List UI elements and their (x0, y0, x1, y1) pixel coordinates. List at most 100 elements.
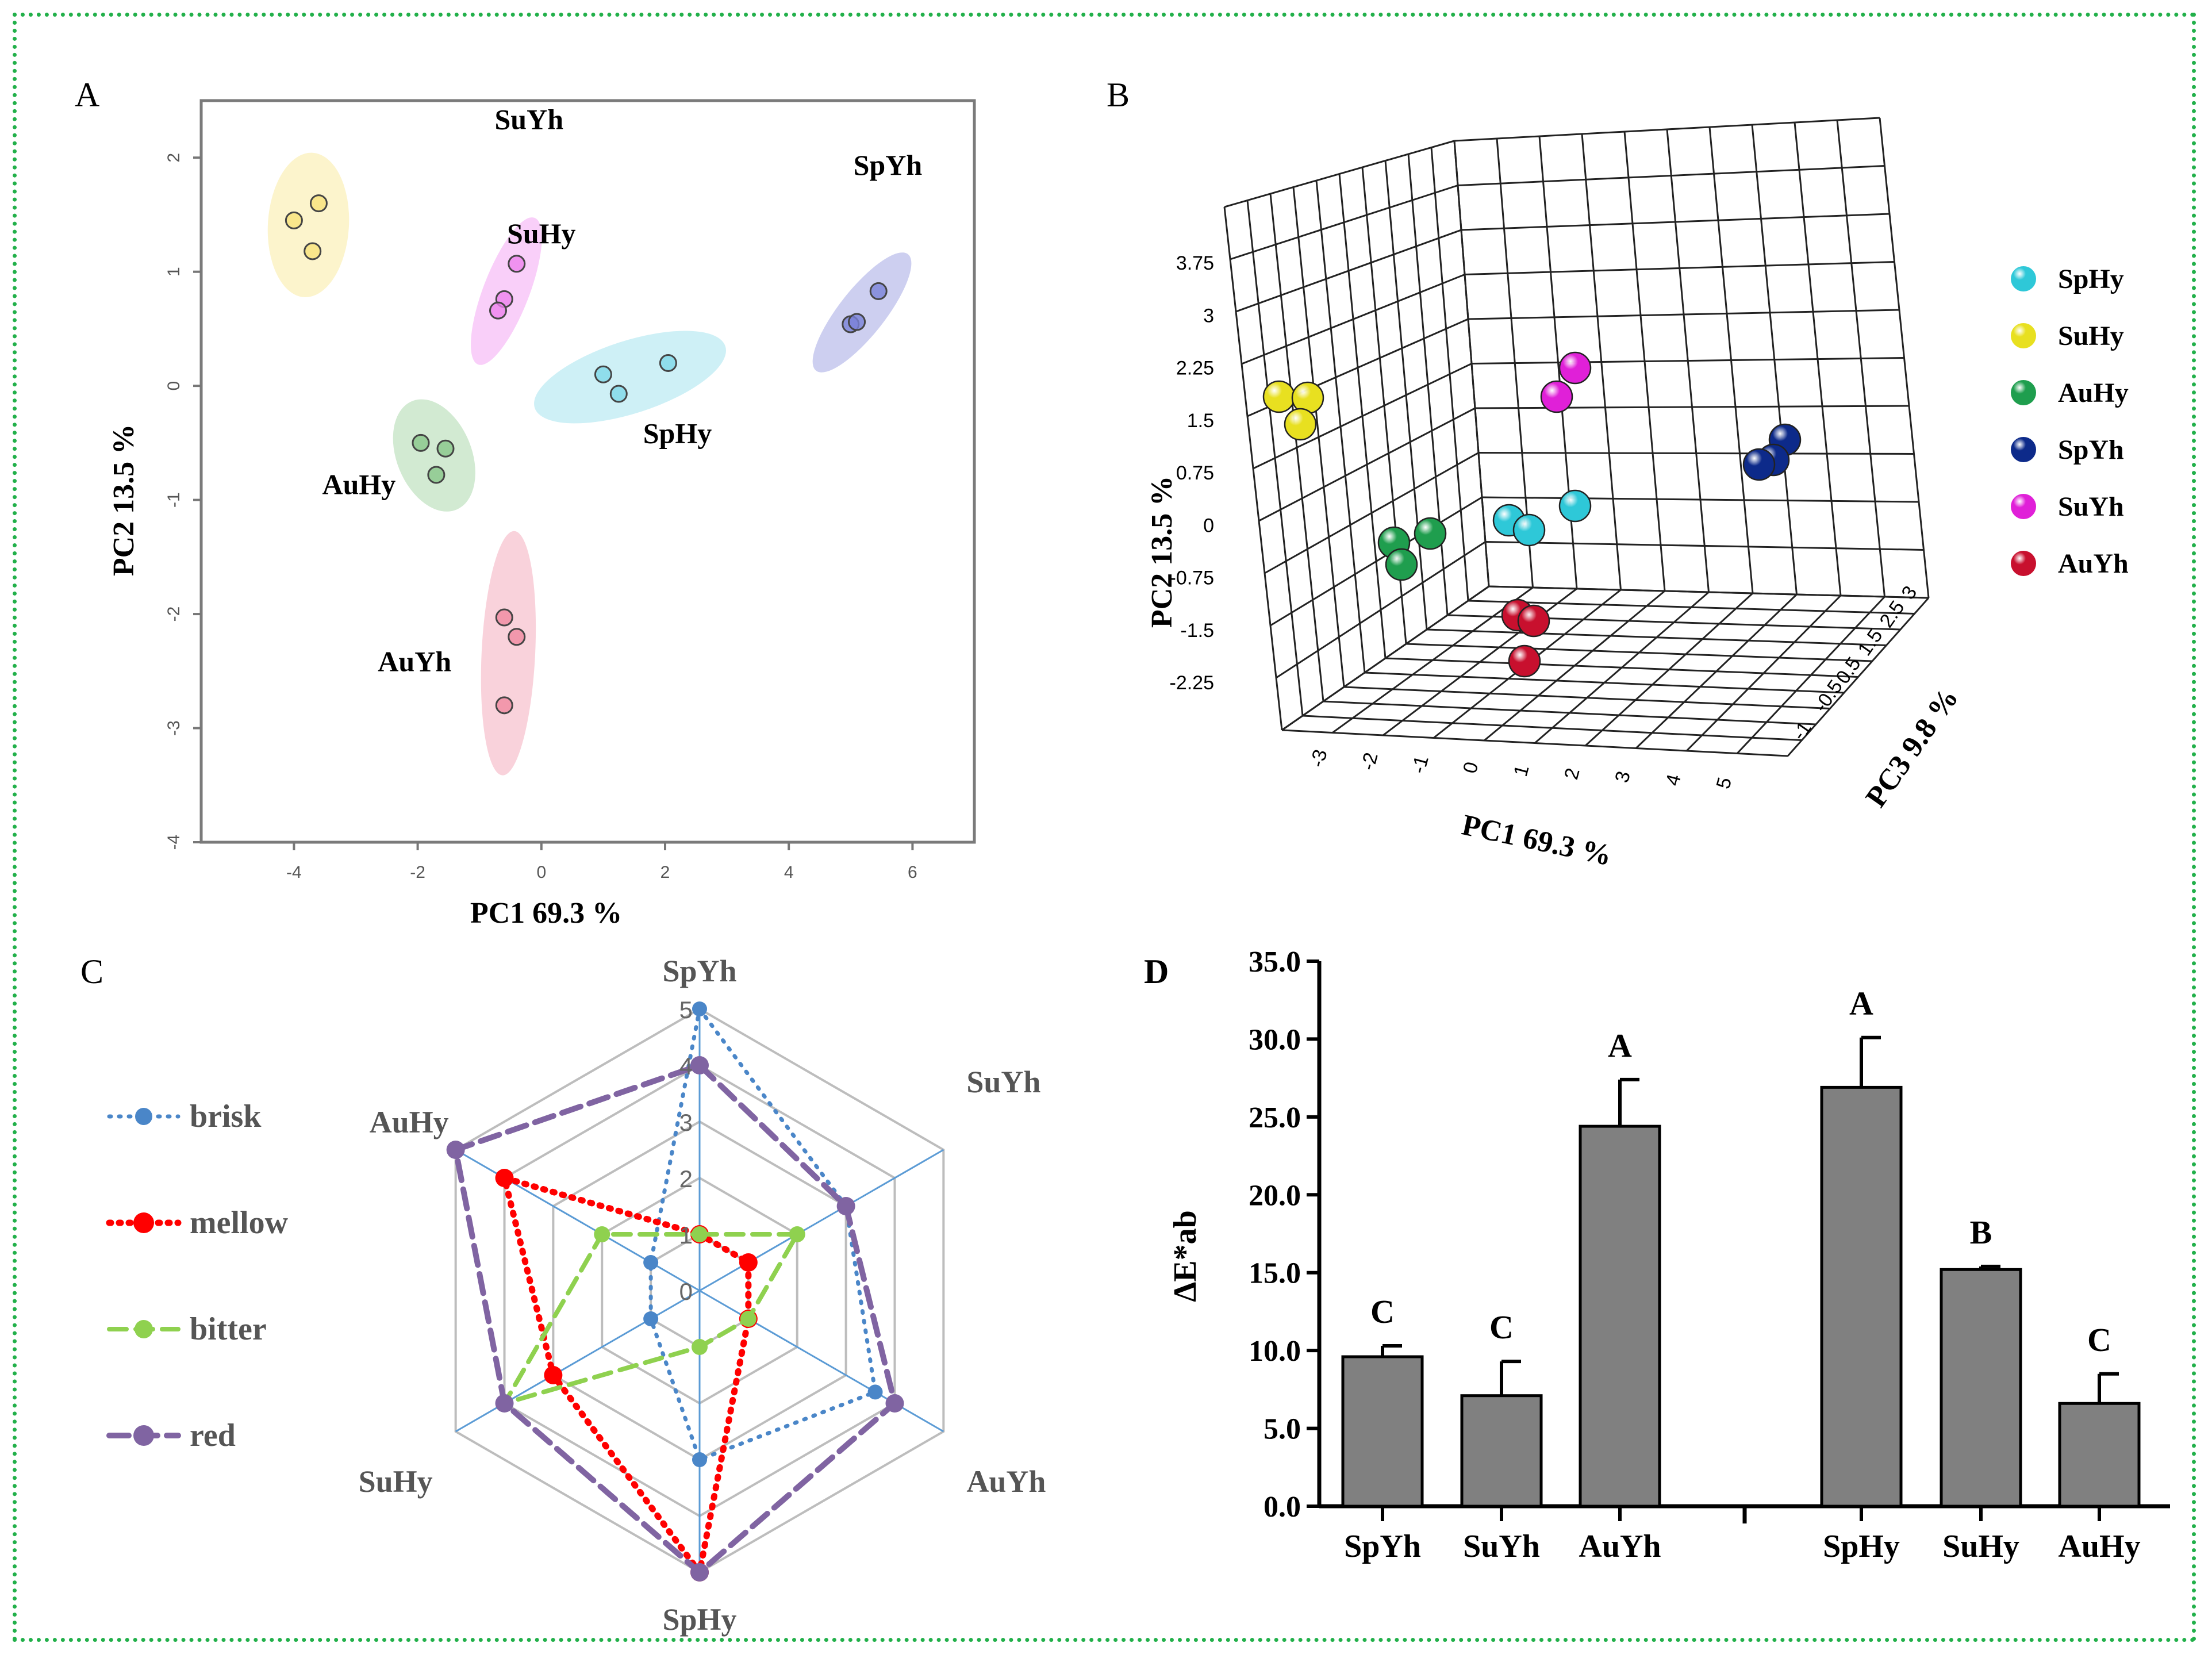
panel-b-point-spyh (1742, 448, 1776, 481)
panel-c-point-red (836, 1197, 855, 1215)
panel-a-point-suyh (508, 255, 526, 273)
panel-d-bar-auyh (1579, 1124, 1661, 1508)
panel-a-x-tick-label: 2 (660, 863, 670, 882)
panel-b-y-axis-label: PC2 13.5 % (1146, 476, 1178, 628)
panel-a-group-ellipse-suhy (267, 152, 350, 297)
panel-c-axis-label: SpHy (662, 1602, 736, 1637)
panel-b-grid-line (1478, 452, 1914, 455)
panel-d-category-label: SpHy (1823, 1529, 1900, 1564)
panel-c-legend-label: brisk (190, 1099, 262, 1134)
panel-d-y-tick-label: 35.0 (1249, 946, 1301, 978)
panel-b-legend-label: SpHy (2058, 264, 2124, 294)
panel-c-letter: C (80, 953, 103, 991)
panel-a: A -4 -2 0 2 4 6 2 1 0 -1 -2 -3 -4 SuHy SuYh SpYh SpHy Au… (75, 76, 976, 930)
panel-c-point-brisk (867, 1384, 883, 1400)
panel-c-radial-tick-label: 4 (679, 1053, 693, 1080)
panel-c-point-brisk (643, 1255, 659, 1270)
panel-a-point-auyh (495, 696, 513, 715)
panel-c-axis-label: SuYh (966, 1065, 1040, 1099)
panel-a-point-suhy (304, 242, 322, 260)
panel-b-grid-line (1685, 594, 1842, 752)
panel-b-letter: B (1107, 76, 1130, 114)
panel-b-x-tick-label: -2 (1357, 750, 1382, 773)
panel-b-grid-line (1736, 596, 1885, 754)
panel-d-significance-letter: C (1489, 1308, 1514, 1346)
panel-c-radial-tick-label: 0 (679, 1278, 693, 1305)
panel-a-y-tick-label: -4 (164, 835, 183, 850)
panel-d-bar-suyh (1460, 1394, 1543, 1508)
panel-a-point-suhy (285, 211, 303, 229)
panel-c-spoke (455, 1149, 700, 1292)
panel-b-x-tick-label: 1 (1510, 763, 1534, 779)
panel-c-point-red (495, 1394, 514, 1413)
panel-c: C SpYh SuYh AuYh SpHy SuHy AuHy 0 1 2 3 4 5 brisk m… (80, 953, 1046, 1637)
panel-b-y-tick-label: -0.75 (1170, 567, 1215, 589)
panel-a-point-auhy (412, 433, 430, 452)
panel-b-y-tick-label: 3 (1203, 305, 1214, 327)
panel-a-point-sphy (594, 365, 612, 383)
panel-c-legend-label: mellow (190, 1205, 289, 1241)
panel-c-point-bitter (789, 1226, 805, 1242)
panel-a-point-auhy (427, 466, 446, 484)
panel-c-point-mellow (544, 1366, 563, 1384)
panel-b-grid-line (1474, 405, 1910, 409)
panel-d-y-tick-label: 25.0 (1249, 1102, 1301, 1134)
panel-c-radial-tick-label: 1 (679, 1222, 693, 1249)
panel-a-x-tick-label: 6 (908, 863, 917, 882)
panel-c-point-red (690, 1056, 709, 1074)
panel-b-legend-marker (2011, 437, 2036, 462)
panel-c-point-red (446, 1141, 465, 1159)
panel-a-group-label: SuHy (507, 217, 576, 250)
panel-b-point-suyh (1540, 380, 1573, 413)
panel-a-group-ellipse-auyh (481, 531, 536, 776)
panel-b-point-sphy (1558, 489, 1592, 523)
panel-d: D 0.0 5.0 10.0 15.0 20.0 25.0 30.0 35.0 C SpYh C S… (1144, 946, 2170, 1564)
panel-c-legend-label: bitter (190, 1311, 267, 1347)
panel-a-group-label: AuHy (322, 469, 395, 501)
panel-b-y-tick-label: 0 (1203, 515, 1214, 536)
panel-b-grid-line (1708, 126, 1754, 594)
panel-b-grid-line (1426, 628, 1887, 646)
panel-b-legend-label: AuYh (2058, 548, 2129, 579)
panel-d-bar-suhy (1940, 1268, 2022, 1508)
panel-d-category-label: AuYh (1579, 1529, 1661, 1564)
panel-b-y-tick-label: 1.5 (1187, 410, 1214, 432)
panel-d-y-tick-label: 20.0 (1249, 1179, 1301, 1212)
panel-a-y-tick-label: -1 (164, 492, 183, 508)
panel-d-bar-sphy (1820, 1085, 1903, 1508)
panel-b-legend-label: SuHy (2058, 321, 2124, 351)
panel-b-grid-line (1430, 147, 1469, 601)
panel-b-y-tick-label: 2.25 (1176, 358, 1214, 379)
panel-a-x-tick-label: -2 (410, 863, 425, 882)
panel-c-spoke (699, 1149, 944, 1292)
panel-b-point-suhy (1262, 380, 1296, 413)
panel-a-point-suhy (309, 194, 328, 213)
panel-c-axis-label: AuYh (966, 1464, 1046, 1499)
panel-a-letter: A (75, 76, 99, 114)
panel-b-x-tick-label: 2 (1560, 766, 1584, 782)
panel-a-y-axis-label: PC2 13.5 % (107, 424, 140, 576)
panel-d-significance-letter: B (1970, 1214, 1992, 1251)
panel-d-category-label: AuHy (2058, 1529, 2140, 1564)
panel-a-point-suyh (489, 301, 507, 320)
panel-d-y-tick-label: 15.0 (1249, 1257, 1301, 1290)
panel-a-y-tick-label: -3 (164, 720, 183, 736)
panel-b-grid-line (1879, 117, 1930, 598)
panel-d-bar-spyh (1341, 1355, 1424, 1508)
panel-c-point-bitter (692, 1339, 708, 1355)
panel-d-significance-letter: A (1849, 985, 1873, 1022)
panel-d-significance-letter: C (1370, 1293, 1395, 1330)
panel-c-point-mellow (495, 1169, 514, 1187)
panel-c-point-bitter (692, 1226, 708, 1242)
panel-a-point-auyh (508, 628, 526, 646)
panel-a-group-label: SuYh (495, 103, 564, 136)
panel-a-y-tick-label: 2 (164, 153, 183, 163)
panel-a-x-tick-label: 4 (784, 863, 794, 882)
panel-b-x-tick-label: -3 (1306, 747, 1332, 770)
panel-c-legend-marker (133, 1425, 154, 1446)
panel-b-grid-line (1276, 541, 1486, 679)
panel-a-point-spyh (869, 282, 888, 300)
panel-b-x-tick-label: -1 (1407, 753, 1433, 776)
panel-a-x-axis-label: PC1 69.3 % (470, 897, 622, 930)
